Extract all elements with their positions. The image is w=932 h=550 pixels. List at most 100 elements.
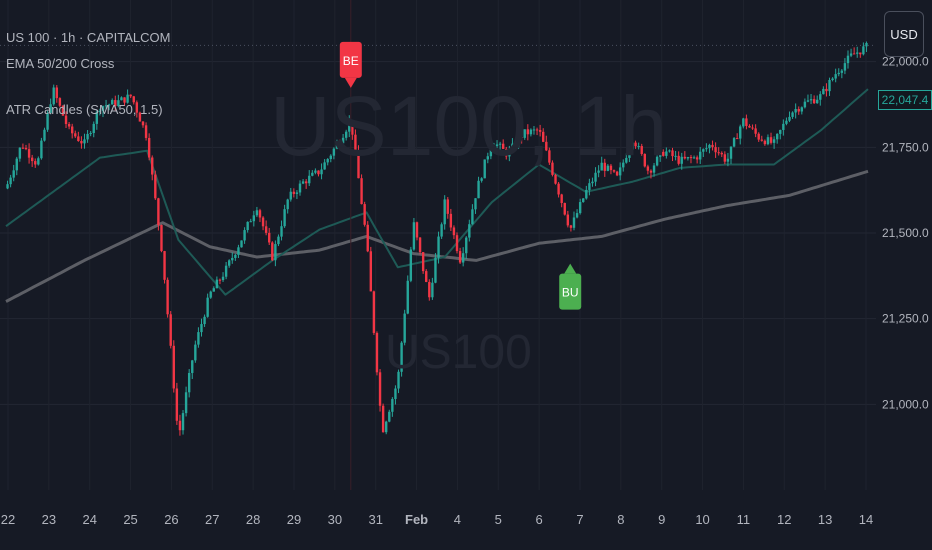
legend-symbol[interactable]: US 100 · 1h · CAPITALCOM xyxy=(6,30,171,45)
candle xyxy=(74,133,77,137)
candle xyxy=(46,112,49,130)
candle xyxy=(763,140,767,145)
candle xyxy=(458,251,462,263)
candle xyxy=(822,88,825,95)
candle xyxy=(683,156,687,159)
candle xyxy=(101,106,105,111)
candle xyxy=(511,143,514,150)
candle xyxy=(665,151,668,156)
candle xyxy=(203,316,206,325)
candle xyxy=(606,165,610,171)
candle xyxy=(30,157,34,162)
candle xyxy=(532,129,536,131)
candle xyxy=(625,157,628,163)
candle xyxy=(538,130,542,132)
candle xyxy=(643,153,647,167)
x-tick-label: 27 xyxy=(205,512,219,527)
candle xyxy=(828,79,831,92)
candle xyxy=(209,291,212,298)
candle xyxy=(43,129,46,141)
candle xyxy=(508,149,511,157)
candle xyxy=(366,224,369,252)
candle xyxy=(754,128,757,134)
candle xyxy=(58,98,62,106)
candle xyxy=(520,137,523,139)
candle xyxy=(338,142,342,144)
candle xyxy=(612,170,616,172)
candle xyxy=(326,159,329,163)
candle xyxy=(692,157,696,159)
legend-atr-indicator[interactable]: ATR Candles (SMA50, 1.5) xyxy=(6,102,163,117)
candle xyxy=(846,55,850,64)
candle xyxy=(385,421,388,433)
candle xyxy=(600,162,603,171)
candle xyxy=(261,217,265,227)
x-tick-label: 26 xyxy=(164,512,178,527)
candle xyxy=(304,181,308,184)
candle xyxy=(837,72,840,75)
candle xyxy=(191,360,194,373)
candle xyxy=(711,144,714,148)
candle xyxy=(169,314,172,346)
candle xyxy=(187,372,191,393)
candle xyxy=(772,139,776,143)
candle xyxy=(421,252,425,272)
candle xyxy=(403,313,406,343)
candle xyxy=(400,342,403,372)
x-tick-label: 14 xyxy=(859,512,873,527)
candle xyxy=(344,131,348,138)
candle xyxy=(298,183,302,193)
candle xyxy=(471,209,474,225)
candle xyxy=(594,172,597,182)
ema-200-line xyxy=(5,169,869,303)
candle xyxy=(252,215,256,222)
candle xyxy=(658,151,662,157)
candle xyxy=(646,166,650,171)
candle xyxy=(862,46,865,55)
legend-ema-indicator[interactable]: EMA 50/200 Cross xyxy=(6,56,115,71)
candle xyxy=(578,202,582,214)
candle xyxy=(548,150,551,163)
bearish-signal-label: BE xyxy=(343,54,359,68)
candle xyxy=(89,133,92,135)
candle xyxy=(655,156,659,166)
candle xyxy=(231,257,234,261)
candle xyxy=(258,210,262,218)
candle xyxy=(415,222,419,238)
candle xyxy=(523,129,526,138)
candle xyxy=(92,123,95,134)
candle xyxy=(264,226,268,233)
candle xyxy=(465,237,468,254)
candle xyxy=(412,222,416,250)
candle xyxy=(514,143,517,147)
candle xyxy=(243,230,246,241)
candle xyxy=(800,107,804,112)
candle xyxy=(760,139,763,141)
x-tick-label: 30 xyxy=(328,512,342,527)
candle xyxy=(492,145,496,148)
candle xyxy=(363,204,366,225)
candle xyxy=(425,271,428,282)
candle xyxy=(227,260,231,266)
candle xyxy=(271,242,274,261)
ema-50-line xyxy=(5,88,869,296)
candle xyxy=(729,146,733,159)
candle xyxy=(689,157,693,159)
candle xyxy=(769,137,773,143)
currency-button[interactable]: USD xyxy=(884,11,924,57)
bullish-signal-label: BU xyxy=(562,286,579,300)
candle xyxy=(856,52,859,54)
candle xyxy=(483,159,486,179)
candle xyxy=(677,155,680,164)
candle xyxy=(806,100,810,102)
candle xyxy=(200,324,203,333)
x-tick-label: 9 xyxy=(658,512,665,527)
candle xyxy=(551,162,554,175)
candle xyxy=(234,254,237,258)
candle xyxy=(104,105,108,107)
candle xyxy=(320,169,323,175)
candle xyxy=(705,148,708,150)
candle xyxy=(840,70,844,73)
